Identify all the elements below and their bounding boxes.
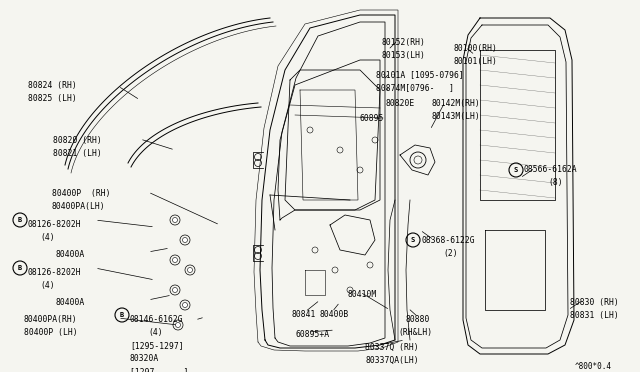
- Text: 08126-8202H: 08126-8202H: [27, 220, 81, 229]
- Text: 80880: 80880: [406, 315, 430, 324]
- Text: 80101(LH): 80101(LH): [453, 57, 497, 66]
- Text: 08566-6162A: 08566-6162A: [523, 165, 577, 174]
- Circle shape: [406, 233, 420, 247]
- Text: 08368-6122G: 08368-6122G: [421, 236, 475, 245]
- Text: B: B: [120, 312, 124, 318]
- Text: 80101A [1095-0796]: 80101A [1095-0796]: [376, 70, 464, 79]
- Text: 80337QA(LH): 80337QA(LH): [365, 356, 419, 365]
- Circle shape: [175, 323, 180, 327]
- Text: S: S: [411, 237, 415, 243]
- Text: 80841: 80841: [292, 310, 316, 319]
- Circle shape: [182, 237, 188, 243]
- Text: (RH&LH): (RH&LH): [398, 328, 432, 337]
- Text: 80874M[0796-   ]: 80874M[0796- ]: [376, 83, 454, 92]
- Text: 80100(RH): 80100(RH): [453, 44, 497, 53]
- Text: [1295-1297]: [1295-1297]: [130, 341, 184, 350]
- Text: (4): (4): [40, 233, 54, 242]
- Circle shape: [182, 302, 188, 308]
- Text: 60895: 60895: [360, 114, 385, 123]
- Text: 80400P (LH): 80400P (LH): [24, 328, 77, 337]
- Circle shape: [509, 163, 523, 177]
- Text: 80400PA(LH): 80400PA(LH): [52, 202, 106, 211]
- Text: 08146-6162G: 08146-6162G: [130, 315, 184, 324]
- Circle shape: [173, 257, 177, 263]
- Circle shape: [13, 261, 27, 275]
- Text: 80400B: 80400B: [320, 310, 349, 319]
- Text: [1297-     ]: [1297- ]: [130, 367, 189, 372]
- Text: S: S: [514, 167, 518, 173]
- Text: 08126-8202H: 08126-8202H: [27, 268, 81, 277]
- Text: 80153(LH): 80153(LH): [382, 51, 426, 60]
- Circle shape: [173, 288, 177, 292]
- Circle shape: [115, 308, 129, 322]
- Text: 80400PA(RH): 80400PA(RH): [24, 315, 77, 324]
- Text: (4): (4): [148, 328, 163, 337]
- Text: 80824 (RH): 80824 (RH): [28, 81, 77, 90]
- Text: ^800*0.4: ^800*0.4: [575, 362, 612, 371]
- Text: 80830 (RH): 80830 (RH): [570, 298, 619, 307]
- Text: 80821 (LH): 80821 (LH): [53, 149, 102, 158]
- Text: 80152(RH): 80152(RH): [382, 38, 426, 47]
- Circle shape: [173, 218, 177, 222]
- Text: 80825 (LH): 80825 (LH): [28, 94, 77, 103]
- Text: B: B: [18, 265, 22, 271]
- Text: B: B: [18, 217, 22, 223]
- Text: 80337Q (RH): 80337Q (RH): [365, 343, 419, 352]
- Text: 80320A: 80320A: [130, 354, 159, 363]
- Text: (8): (8): [548, 178, 563, 187]
- Text: (2): (2): [443, 249, 458, 258]
- Circle shape: [188, 267, 193, 273]
- Text: 80410M: 80410M: [348, 290, 377, 299]
- Text: 60895+A: 60895+A: [295, 330, 329, 339]
- Text: 80142M(RH): 80142M(RH): [432, 99, 481, 108]
- Text: 80820 (RH): 80820 (RH): [53, 136, 102, 145]
- Circle shape: [13, 213, 27, 227]
- Text: 80400A: 80400A: [55, 250, 84, 259]
- Text: (4): (4): [40, 281, 54, 290]
- Text: 80820E: 80820E: [386, 99, 415, 108]
- Text: 80400P  (RH): 80400P (RH): [52, 189, 111, 198]
- Text: 80831 (LH): 80831 (LH): [570, 311, 619, 320]
- Text: 80400A: 80400A: [55, 298, 84, 307]
- Text: 80143M(LH): 80143M(LH): [432, 112, 481, 121]
